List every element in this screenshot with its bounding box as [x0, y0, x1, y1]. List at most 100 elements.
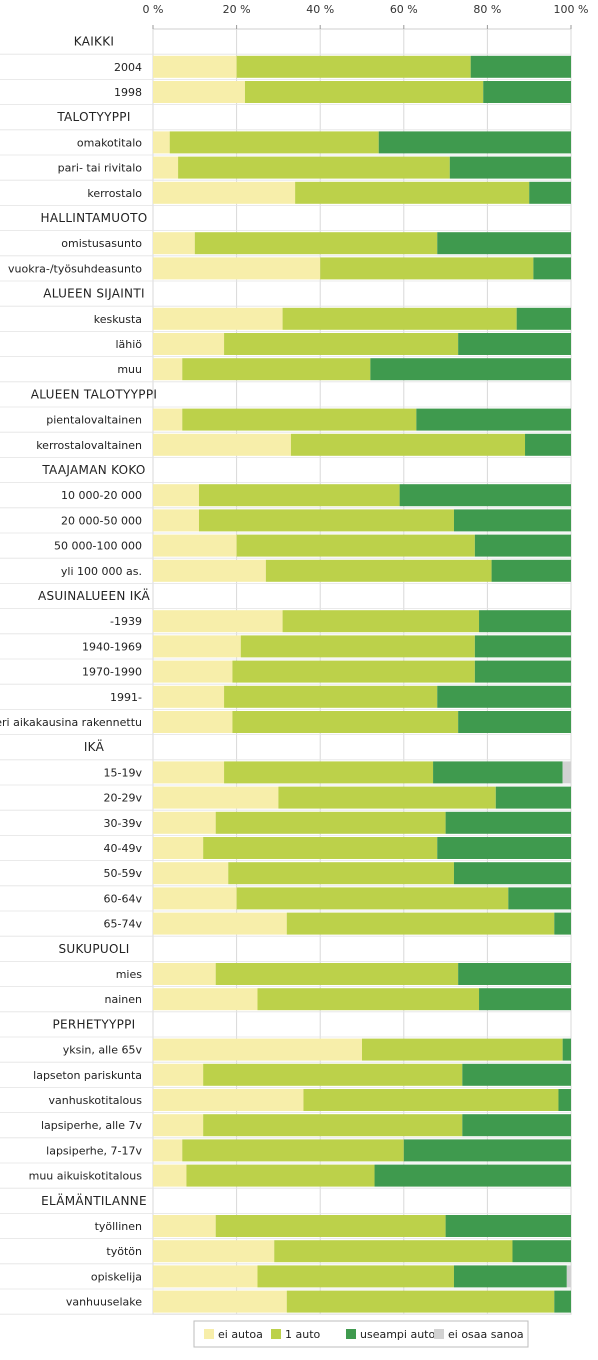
bar-segment-useampi-auto — [449, 156, 571, 179]
bar-segment-ei-autoa — [153, 559, 266, 582]
bar-segment-1-auto — [224, 333, 459, 355]
bar-segment-useampi-auto — [399, 484, 571, 507]
bar-segment-1-auto — [203, 837, 438, 859]
bar-segment-useampi-auto — [453, 509, 571, 532]
x-tick-label: 80 % — [473, 3, 501, 16]
bar-segment-ei-osaa-sanoa — [566, 1265, 571, 1288]
bar-segment-1-auto — [286, 1290, 555, 1313]
bar-segment-1-auto — [198, 509, 454, 532]
bar-segment-useampi-auto — [558, 1089, 571, 1111]
legend-entry-label: useampi auto — [360, 1328, 435, 1341]
category-label: -1939 — [110, 615, 142, 628]
bar-segment-ei-autoa — [153, 358, 183, 381]
category-label: vanhuuselake — [66, 1296, 142, 1309]
bar-segment-1-auto — [194, 232, 438, 255]
bar-segment-1-auto — [203, 1114, 463, 1137]
bar-segment-ei-autoa — [153, 509, 199, 532]
bar-segment-ei-autoa — [153, 484, 199, 507]
category-label: omistusasunto — [61, 237, 142, 250]
bar-segment-ei-autoa — [153, 761, 225, 784]
bar-segment-useampi-auto — [529, 181, 571, 204]
bar-segment-useampi-auto — [474, 635, 571, 658]
bar-segment-useampi-auto — [516, 307, 571, 330]
group-header-label: TAAJAMAN KOKO — [41, 463, 145, 477]
group-header-label: SUKUPUOLI — [58, 942, 129, 956]
category-label: omakotitalo — [77, 136, 142, 149]
group-header-label: ALUEEN TALOTYYPPI — [31, 387, 157, 401]
category-label: muu — [117, 363, 142, 376]
bar-segment-1-auto — [286, 912, 555, 935]
category-label: vanhuskotitalous — [48, 1094, 142, 1107]
bar-segment-1-auto — [282, 610, 480, 633]
bar-segment-1-auto — [320, 257, 534, 280]
bar-segment-useampi-auto — [403, 1139, 571, 1162]
bar-segment-useampi-auto — [453, 1265, 567, 1288]
bar-segment-useampi-auto — [474, 534, 571, 557]
category-label: 1991- — [110, 691, 142, 704]
group-header-label: TALOTYYPPI — [56, 110, 130, 124]
bar-segment-ei-autoa — [153, 131, 170, 154]
legend-box — [193, 1320, 529, 1348]
bar-segment-ei-autoa — [153, 1290, 287, 1313]
bar-segment-ei-autoa — [153, 1038, 362, 1061]
category-label: 60-64v — [104, 892, 143, 905]
bar-segment-useampi-auto — [512, 1240, 571, 1263]
bar-segment-ei-autoa — [153, 1139, 183, 1162]
bar-segment-useampi-auto — [462, 1063, 571, 1086]
category-label: 20-29v — [104, 792, 143, 805]
category-label: lapsiperhe, alle 7v — [41, 1119, 142, 1132]
bar-segment-ei-autoa — [153, 534, 237, 557]
category-label: 40-49v — [104, 842, 143, 855]
legend-entry-label: 1 auto — [285, 1328, 321, 1341]
bar-segment-1-auto — [257, 1265, 454, 1288]
bar-segment-useampi-auto — [437, 837, 571, 859]
bar-segment-1-auto — [215, 1215, 446, 1237]
bar-segment-ei-autoa — [153, 837, 204, 859]
category-label: 50-59v — [104, 867, 143, 880]
bar-segment-useampi-auto — [554, 912, 571, 935]
group-header-label: IKÄ — [84, 739, 105, 754]
bar-segment-1-auto — [224, 761, 434, 784]
bar-segment-ei-autoa — [153, 988, 258, 1011]
bar-segment-1-auto — [215, 963, 459, 985]
bar-segment-ei-autoa — [153, 55, 237, 78]
group-header-label: PERHETYYPPI — [52, 1017, 135, 1031]
bar-segment-useampi-auto — [554, 1290, 571, 1313]
bar-segment-1-auto — [265, 559, 492, 582]
bar-segment-ei-autoa — [153, 685, 225, 708]
bar-segment-1-auto — [236, 55, 471, 78]
bar-segment-ei-autoa — [153, 1089, 304, 1111]
bar-segment-useampi-auto — [495, 786, 571, 809]
group-header-label: ALUEEN SIJAINTI — [43, 287, 145, 301]
bar-segment-ei-autoa — [153, 156, 179, 179]
bar-segment-useampi-auto — [453, 862, 571, 885]
bar-segment-useampi-auto — [562, 1038, 571, 1061]
bar-segment-1-auto — [178, 156, 450, 179]
bar-segment-ei-autoa — [153, 711, 233, 733]
bar-segment-1-auto — [257, 988, 480, 1011]
x-tick-label: 100 % — [554, 3, 589, 16]
bars — [153, 55, 571, 1313]
row-bands — [0, 53, 571, 1315]
category-label: 30-39v — [104, 817, 143, 830]
category-label: mies — [116, 968, 143, 981]
bar-segment-ei-autoa — [153, 408, 183, 431]
bar-segment-ei-autoa — [153, 811, 216, 834]
bar-segment-ei-autoa — [153, 610, 283, 633]
category-label: lapseton pariskunta — [33, 1069, 142, 1082]
bar-segment-1-auto — [290, 433, 526, 456]
legend-entry-label: ei autoa — [218, 1328, 263, 1341]
group-header-label: ELÄMÄNTILANNE — [41, 1193, 147, 1208]
category-label: muu aikuiskotitalous — [29, 1170, 143, 1183]
bar-segment-1-auto — [182, 1139, 404, 1162]
legend-swatch — [271, 1329, 281, 1339]
category-label: 20 000-50 000 — [61, 514, 142, 527]
bar-segment-useampi-auto — [458, 963, 571, 985]
bar-segment-ei-autoa — [153, 1063, 204, 1086]
category-label: lähiö — [115, 338, 142, 351]
bar-segment-1-auto — [182, 408, 417, 431]
bar-segment-ei-autoa — [153, 1114, 204, 1137]
bar-segment-1-auto — [228, 862, 454, 885]
